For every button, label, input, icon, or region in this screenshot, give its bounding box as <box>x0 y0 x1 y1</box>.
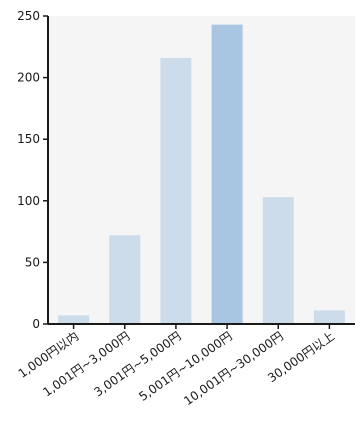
bar <box>109 235 141 324</box>
y-tick-label: 0 <box>32 317 40 331</box>
bar <box>160 57 192 324</box>
y-tick-label: 150 <box>17 132 40 146</box>
plot-background <box>48 16 355 324</box>
y-tick-label: 100 <box>17 194 40 208</box>
y-tick-label: 250 <box>17 9 40 23</box>
y-tick-label: 50 <box>25 255 40 269</box>
bar <box>313 310 345 324</box>
bar <box>211 24 243 325</box>
x-tick-label: 3,001円~5,000円 <box>91 329 183 399</box>
y-tick-label: 200 <box>17 71 40 85</box>
x-axis-ticks: 1,000円以内1,001円~3,000円3,001円~5,000円5,001円… <box>16 324 337 408</box>
bar <box>262 197 294 324</box>
x-tick-label: 1,001円~3,000円 <box>40 329 132 399</box>
bars-group <box>58 24 345 325</box>
y-axis-ticks: 0 50 100 150 200 250 <box>17 9 48 331</box>
bar <box>58 315 90 324</box>
